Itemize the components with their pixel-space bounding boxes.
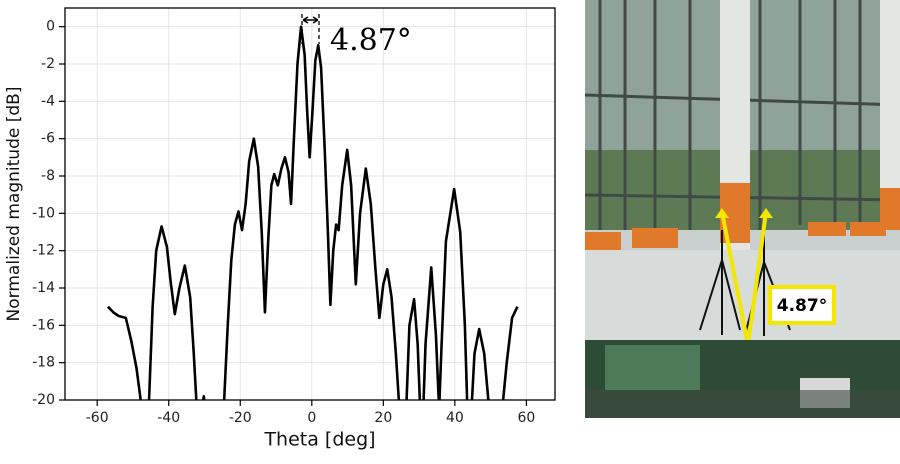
x-tick-label: 40 xyxy=(446,410,464,426)
plot-area: -60 -40 -20 0 20 40 60 0 -2 -4 -6 -8 -10 -12 -14 -16 -18… xyxy=(32,7,556,426)
peak-annotation: 4.87° xyxy=(301,14,412,58)
column xyxy=(880,0,900,230)
board-region xyxy=(605,345,700,390)
floor xyxy=(585,250,900,345)
x-tick-label: -20 xyxy=(229,410,252,426)
x-tick-label: -40 xyxy=(157,410,180,426)
bench xyxy=(632,228,678,248)
y-tick-label: -18 xyxy=(32,355,55,371)
photo-label: 4.87° xyxy=(777,296,827,316)
y-tick-label: -8 xyxy=(41,168,55,184)
bench xyxy=(808,222,846,236)
y-tick-label: -6 xyxy=(41,131,55,147)
y-tick-label: -16 xyxy=(32,317,55,333)
y-tick-label: -14 xyxy=(32,280,55,296)
bench xyxy=(585,232,621,254)
photo-label-box xyxy=(768,285,836,325)
series xyxy=(106,25,519,400)
x-axis-label: Theta [deg] xyxy=(263,429,375,451)
y-tick-label: -20 xyxy=(32,392,55,408)
y-tick-label: -4 xyxy=(41,93,55,109)
y-axis-label: Normalized magnitude [dB] xyxy=(4,87,24,322)
blur xyxy=(585,390,900,418)
y-tick-label: 0 xyxy=(46,19,55,35)
angle-arrows xyxy=(715,208,773,218)
photo: 4.87° xyxy=(585,0,900,418)
x-tick-label: 60 xyxy=(517,410,535,426)
column-band xyxy=(880,188,900,230)
plot-frame xyxy=(64,7,556,401)
x-tick-label: -60 xyxy=(86,410,109,426)
annotation-text: 4.87° xyxy=(330,23,412,58)
annotation-arrow xyxy=(302,16,319,24)
y-tick-label: -12 xyxy=(32,243,55,259)
bench xyxy=(850,222,886,236)
x-tick-label: 0 xyxy=(307,410,316,426)
y-tick-label: -10 xyxy=(32,205,55,221)
y-tick-label: -2 xyxy=(41,56,55,72)
data-line xyxy=(106,25,519,400)
x-tick-label: 20 xyxy=(374,410,392,426)
